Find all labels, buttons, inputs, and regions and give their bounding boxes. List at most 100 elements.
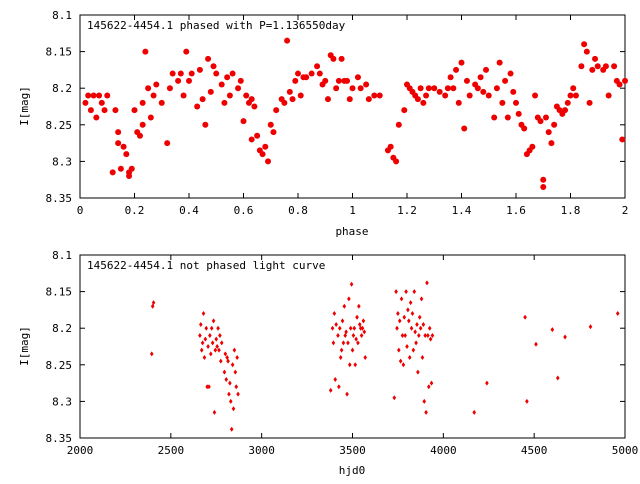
unphased-plot-data-point <box>333 376 338 382</box>
unphased-plot-data-point <box>211 318 216 324</box>
phased-plot-data-point <box>504 114 511 121</box>
unphased-plot-y-tick-label: 8.35 <box>46 432 73 445</box>
phased-plot-data-point <box>349 85 356 92</box>
phased-plot-data-point <box>602 63 609 70</box>
unphased-plot-data-point <box>427 325 432 331</box>
phased-plot-y-tick-label: 8.35 <box>46 192 73 205</box>
phased-plot-data-point <box>229 70 236 77</box>
unphased-plot-data-point <box>351 333 356 339</box>
unphased-plot-data-point <box>213 347 218 353</box>
phased-plot-data-point <box>150 92 157 99</box>
unphased-plot-data-point <box>363 354 368 360</box>
unphased-plot-ylabel: I[mag] <box>18 326 31 366</box>
unphased-plot-data-point <box>354 336 358 342</box>
unphased-plot-data-point <box>428 336 433 342</box>
phased-plot-data-point <box>540 184 547 191</box>
phased-plot-data-point <box>109 169 116 176</box>
unphased-plot-x-tick-label: 4500 <box>521 444 548 457</box>
unphased-plot-data-point <box>359 333 364 339</box>
unphased-plot-data-point <box>199 322 203 328</box>
phased-plot-data-point <box>265 158 272 165</box>
phased-plot-data-point <box>145 85 152 92</box>
phased-plot-frame <box>79 14 626 199</box>
phased-plot-data-point <box>496 59 503 66</box>
phased-plot-data-point <box>499 99 506 106</box>
phased-plot-xlabel: phase <box>335 225 368 238</box>
unphased-plot-data-point <box>485 380 489 386</box>
unphased-plot-data-point <box>224 376 229 382</box>
unphased-plot-data-point <box>416 369 420 375</box>
phased-plot-data-point <box>251 103 258 110</box>
phased-plot-data-point <box>177 70 184 77</box>
unphased-plot-data-point <box>341 340 346 346</box>
unphased-plot-data-point <box>151 300 156 306</box>
phased-plot-data-point <box>248 136 255 143</box>
unphased-plot-data-point <box>418 325 423 331</box>
unphased-plot-data-point <box>411 347 416 353</box>
phased-plot-data-point <box>314 63 321 70</box>
phased-plot-data-point <box>128 165 135 172</box>
phased-plot-data-point <box>199 96 206 103</box>
phased-plot-x-tick-label: 1.8 <box>561 204 581 217</box>
phased-plot-data-point <box>363 81 370 88</box>
phased-plot-data-point <box>166 85 173 92</box>
phased-plot-data-point <box>545 129 552 136</box>
unphased-plot-x-tick-label: 5000 <box>612 444 639 457</box>
unphased-plot-data-point <box>202 354 207 360</box>
phased-plot-data-point <box>594 63 601 70</box>
phased-plot-data-point <box>551 121 558 128</box>
phased-plot-data-point <box>485 92 492 99</box>
phased-plot-y-tick-label: 8.2 <box>52 82 72 95</box>
phased-plot-title: 145622-4454.1 phased with P=1.136550day <box>87 19 346 32</box>
unphased-plot-data-point <box>402 314 407 320</box>
unphased-plot-data-point <box>228 398 233 404</box>
phased-plot-data-point <box>586 99 593 106</box>
phased-plot-data-point <box>442 92 449 99</box>
phased-plot-y-tick-label: 8.3 <box>52 155 72 168</box>
phased-plot-data-point <box>87 107 94 114</box>
phased-plot-data-point <box>562 107 569 114</box>
unphased-plot-data-point <box>330 325 335 331</box>
unphased-plot-data-point <box>408 300 413 306</box>
unphased-plot-data-point <box>413 329 417 335</box>
phased-plot-data-point <box>303 74 310 81</box>
phased-plot-x-tick-label: 0.2 <box>125 204 145 217</box>
unphased-plot-data-point <box>355 314 359 320</box>
unphased-plot-data-point <box>421 322 426 328</box>
unphased-plot-data-point <box>414 340 418 346</box>
unphased-plot-data-point <box>406 307 410 313</box>
phased-plot-data-point <box>139 121 146 128</box>
unphased-plot-data-point <box>415 322 419 328</box>
phased-plot-data-point <box>581 41 588 48</box>
unphased-plot-data-point <box>534 341 538 347</box>
unphased-plot-data-point <box>201 311 206 317</box>
phased-plot-data-point <box>354 74 361 81</box>
phased-plot-data-point <box>273 107 280 114</box>
phased-plot-data-point <box>357 85 364 92</box>
unphased-plot-data-point <box>229 426 234 432</box>
phased-plot-y-ticks: 8.1 8.15 8.2 8.25 8.3 8.35 <box>46 9 625 205</box>
phased-plot-data-point <box>420 99 427 106</box>
unphased-plot-data-point <box>339 347 344 353</box>
unphased-plot-x-tick-label: 3500 <box>339 444 366 457</box>
phased-plot-data-point <box>237 77 244 84</box>
phased-plot-data-point <box>169 70 176 77</box>
unphased-plot-data-point <box>407 318 411 324</box>
phased-plot-data-point <box>101 107 108 114</box>
unphased-plot-data-point <box>397 318 402 324</box>
unphased-plot-data-point <box>397 347 401 353</box>
phased-plot-x-tick-label: 0.4 <box>179 204 199 217</box>
unphased-plot-data-point <box>555 375 560 381</box>
unphased-plot-data-point <box>425 280 429 286</box>
unphased-plot-data-point <box>210 340 215 346</box>
phased-plot-data-point <box>224 74 231 81</box>
unphased-plot-data-point <box>401 362 406 368</box>
phased-plot-x-tick-label: 1.6 <box>506 204 526 217</box>
unphased-plot-data-point <box>345 391 349 397</box>
phased-plot-data-point <box>461 125 468 132</box>
phased-plot-data-point <box>295 70 301 77</box>
unphased-plot-y-tick-label: 8.1 <box>52 249 72 262</box>
phased-plot-data-point <box>308 70 315 77</box>
phased-plot-data-point <box>175 77 182 84</box>
phased-plot-data-point <box>589 66 596 73</box>
